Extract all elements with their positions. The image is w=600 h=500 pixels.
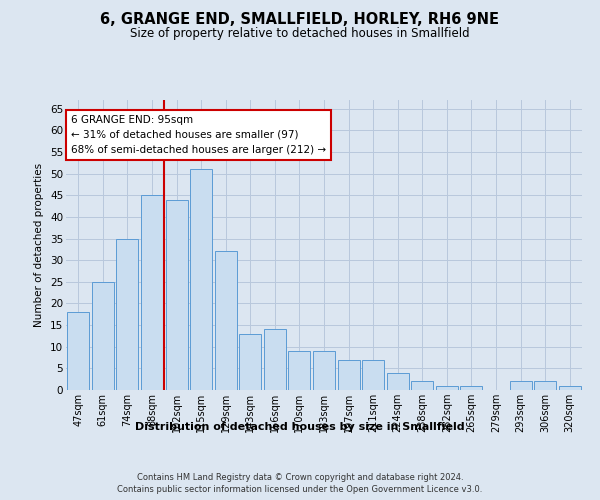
Bar xyxy=(559,386,581,390)
Bar xyxy=(534,382,556,390)
Bar xyxy=(362,360,384,390)
Text: Contains HM Land Registry data © Crown copyright and database right 2024.
Contai: Contains HM Land Registry data © Crown c… xyxy=(118,472,482,494)
Bar xyxy=(141,195,163,390)
Text: 6, GRANGE END, SMALLFIELD, HORLEY, RH6 9NE: 6, GRANGE END, SMALLFIELD, HORLEY, RH6 9… xyxy=(101,12,499,28)
Bar xyxy=(239,334,262,390)
Bar xyxy=(264,330,286,390)
Bar xyxy=(509,382,532,390)
Text: Size of property relative to detached houses in Smallfield: Size of property relative to detached ho… xyxy=(130,28,470,40)
Bar xyxy=(116,238,139,390)
Bar xyxy=(92,282,114,390)
Bar xyxy=(338,360,359,390)
Bar xyxy=(67,312,89,390)
Bar xyxy=(411,382,433,390)
Bar xyxy=(313,351,335,390)
Bar xyxy=(460,386,482,390)
Bar xyxy=(215,252,237,390)
Bar xyxy=(386,372,409,390)
Bar xyxy=(436,386,458,390)
Bar xyxy=(190,170,212,390)
Bar xyxy=(166,200,188,390)
Y-axis label: Number of detached properties: Number of detached properties xyxy=(34,163,44,327)
Bar xyxy=(289,351,310,390)
Text: Distribution of detached houses by size in Smallfield: Distribution of detached houses by size … xyxy=(135,422,465,432)
Text: 6 GRANGE END: 95sqm
← 31% of detached houses are smaller (97)
68% of semi-detach: 6 GRANGE END: 95sqm ← 31% of detached ho… xyxy=(71,115,326,154)
